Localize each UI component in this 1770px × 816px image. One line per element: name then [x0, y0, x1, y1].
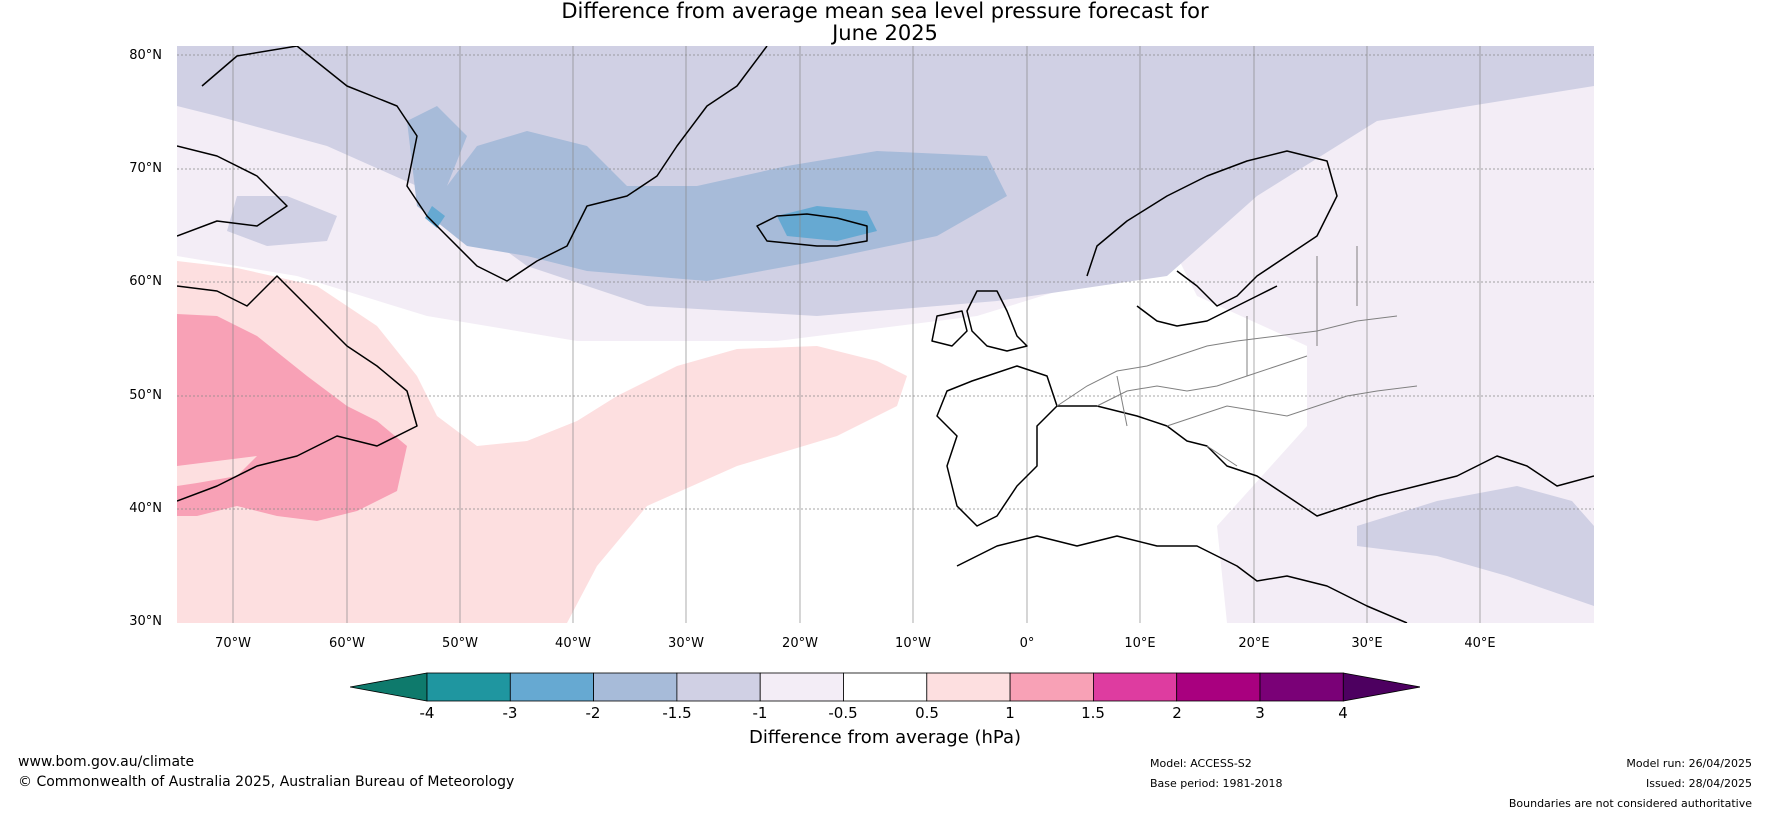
greenland-coast: [201, 46, 768, 282]
britain-coast: [966, 290, 1028, 352]
baffin-coast: [177, 145, 288, 237]
colorbar-bin: [1342, 672, 1420, 702]
mediterranean-north-coast: [1057, 405, 1594, 517]
anomaly-region-plus-1-gap: [177, 456, 257, 486]
colorbar-tick: 1: [1005, 704, 1015, 722]
colorbar-bin: [676, 672, 761, 702]
colorbar-bin: [759, 672, 844, 702]
lon-label-40w: 40°W: [555, 636, 591, 651]
footer-website: www.bom.gov.au/climate: [18, 754, 195, 770]
anomaly-region-minus-1-5: [407, 106, 1007, 281]
lat-label-60n: 60°N: [129, 274, 162, 289]
lon-label-20w: 20°W: [782, 636, 818, 651]
ireland-coast: [931, 310, 968, 347]
anomaly-region-minus-2-small: [425, 206, 445, 228]
scandinavia-coast: [1086, 150, 1338, 307]
lon-label-70w: 70°W: [215, 636, 251, 651]
lat-label-50n: 50°N: [129, 388, 162, 403]
colorbar-bin: [350, 672, 428, 702]
colorbar-bin: [1176, 672, 1261, 702]
lon-label-10e: 10°E: [1124, 636, 1156, 651]
lat-label-40n: 40°N: [129, 501, 162, 516]
north-africa-coast: [956, 535, 1408, 623]
footer-copyright: © Commonwealth of Australia 2025, Austra…: [18, 774, 515, 790]
colorbar-bin: [426, 672, 511, 702]
colorbar-tick: 1.5: [1081, 704, 1105, 722]
europe-mainland-coast: [936, 365, 1058, 527]
pressure-anomaly-map: [177, 46, 1594, 623]
lon-label-60w: 60°W: [329, 636, 365, 651]
anomaly-region-plus-0-5: [177, 261, 907, 623]
lon-label-40e: 40°E: [1464, 636, 1496, 651]
lat-label-80n: 80°N: [129, 48, 162, 63]
colorbar-tick: -2: [585, 704, 601, 722]
labrador-coast: [177, 275, 418, 502]
coastlines: [177, 46, 1594, 623]
lon-label-30w: 30°W: [668, 636, 704, 651]
colorbar-bin: [843, 672, 928, 702]
colorbar-tick: -1.5: [662, 704, 692, 722]
colorbar-bin: [1009, 672, 1094, 702]
colorbar: [350, 672, 1420, 702]
footer-disclaimer: Boundaries are not considered authoritat…: [1508, 797, 1752, 810]
lon-label-10w: 10°W: [895, 636, 931, 651]
map-title-line2: June 2025: [832, 21, 938, 45]
lon-label-20e: 20°E: [1238, 636, 1270, 651]
colorbar-tick: 2: [1172, 704, 1182, 722]
colorbar-tick: -0.5: [828, 704, 858, 722]
country-borders: [1056, 246, 1418, 467]
lat-label-70n: 70°N: [129, 161, 162, 176]
lon-label-0: 0°: [1019, 636, 1035, 651]
colorbar-tick: 4: [1338, 704, 1348, 722]
baltic-coast: [1136, 285, 1278, 327]
lon-label-50w: 50°W: [442, 636, 478, 651]
iceland-coast: [756, 213, 868, 247]
colorbar-bin: [1093, 672, 1178, 702]
colorbar-tick: -1: [752, 704, 768, 722]
map-title-line1: Difference from average mean sea level p…: [561, 0, 1209, 23]
colorbar-bin: [1259, 672, 1344, 702]
colorbar-label: Difference from average (hPa): [748, 727, 1022, 748]
colorbar-tick: -4: [419, 704, 435, 722]
anomaly-region-minus-1-west: [227, 196, 337, 246]
colorbar-tick: 0.5: [915, 704, 939, 722]
lat-label-30n: 30°N: [129, 614, 162, 629]
footer-model-run: Model run: 26/04/2025: [1626, 757, 1752, 770]
footer-issued: Issued: 28/04/2025: [1645, 777, 1752, 790]
colorbar-bin: [509, 672, 595, 702]
colorbar-tick: -3: [502, 704, 518, 722]
footer-model: Model: ACCESS-S2: [1150, 757, 1252, 770]
anomaly-shading: [177, 46, 1594, 623]
anomaly-region-minus-1-east: [1357, 486, 1594, 606]
colorbar-bin: [926, 672, 1011, 702]
map-gridlines: [177, 54, 1594, 510]
colorbar-bin: [593, 672, 678, 702]
footer-base-period: Base period: 1981-2018: [1150, 777, 1283, 790]
lon-label-30e: 30°E: [1351, 636, 1383, 651]
colorbar-tick: 3: [1255, 704, 1265, 722]
